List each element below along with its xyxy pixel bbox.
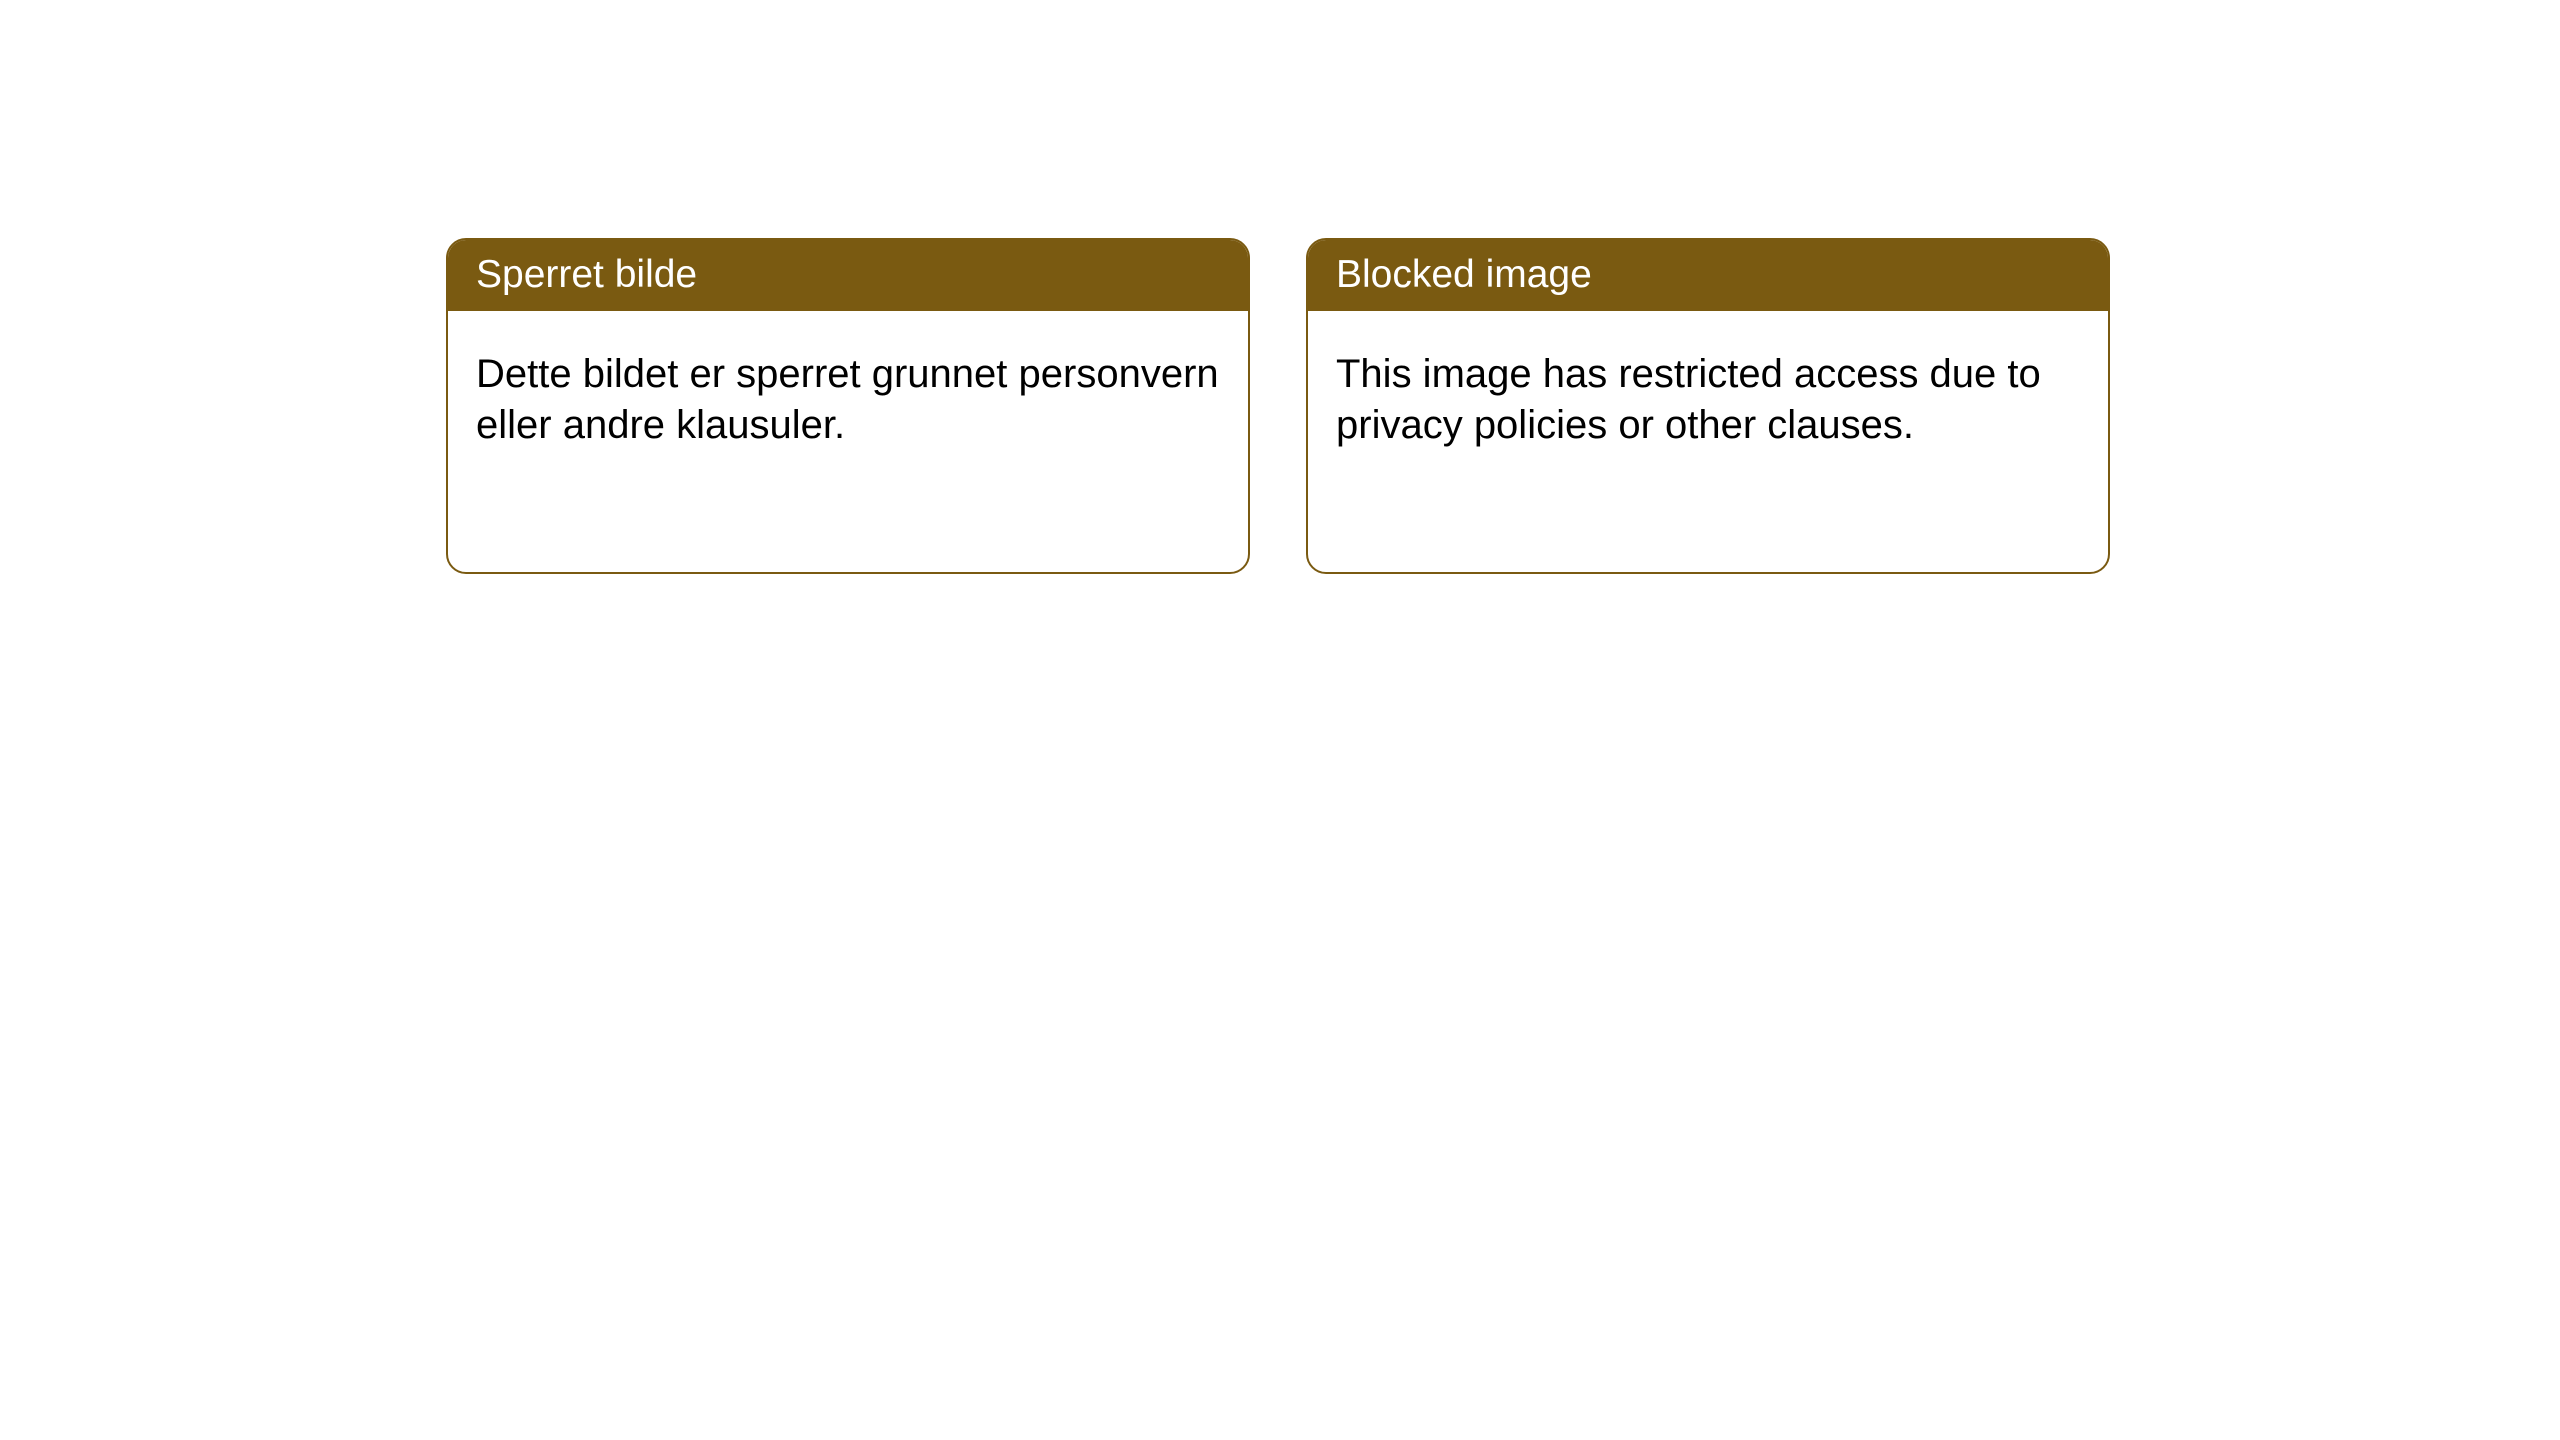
notice-card-title: Blocked image xyxy=(1336,253,1592,296)
notice-card-title: Sperret bilde xyxy=(476,253,697,296)
notice-card-text: Dette bildet er sperret grunnet personve… xyxy=(476,352,1219,447)
notice-card-text: This image has restricted access due to … xyxy=(1336,352,2041,447)
notice-card-body: This image has restricted access due to … xyxy=(1308,311,2108,489)
notice-card-body: Dette bildet er sperret grunnet personve… xyxy=(448,311,1248,489)
notice-card-norwegian: Sperret bilde Dette bildet er sperret gr… xyxy=(446,238,1250,574)
notice-cards-container: Sperret bilde Dette bildet er sperret gr… xyxy=(0,0,2560,574)
notice-card-header: Blocked image xyxy=(1308,240,2108,311)
notice-card-header: Sperret bilde xyxy=(448,240,1248,311)
notice-card-english: Blocked image This image has restricted … xyxy=(1306,238,2110,574)
